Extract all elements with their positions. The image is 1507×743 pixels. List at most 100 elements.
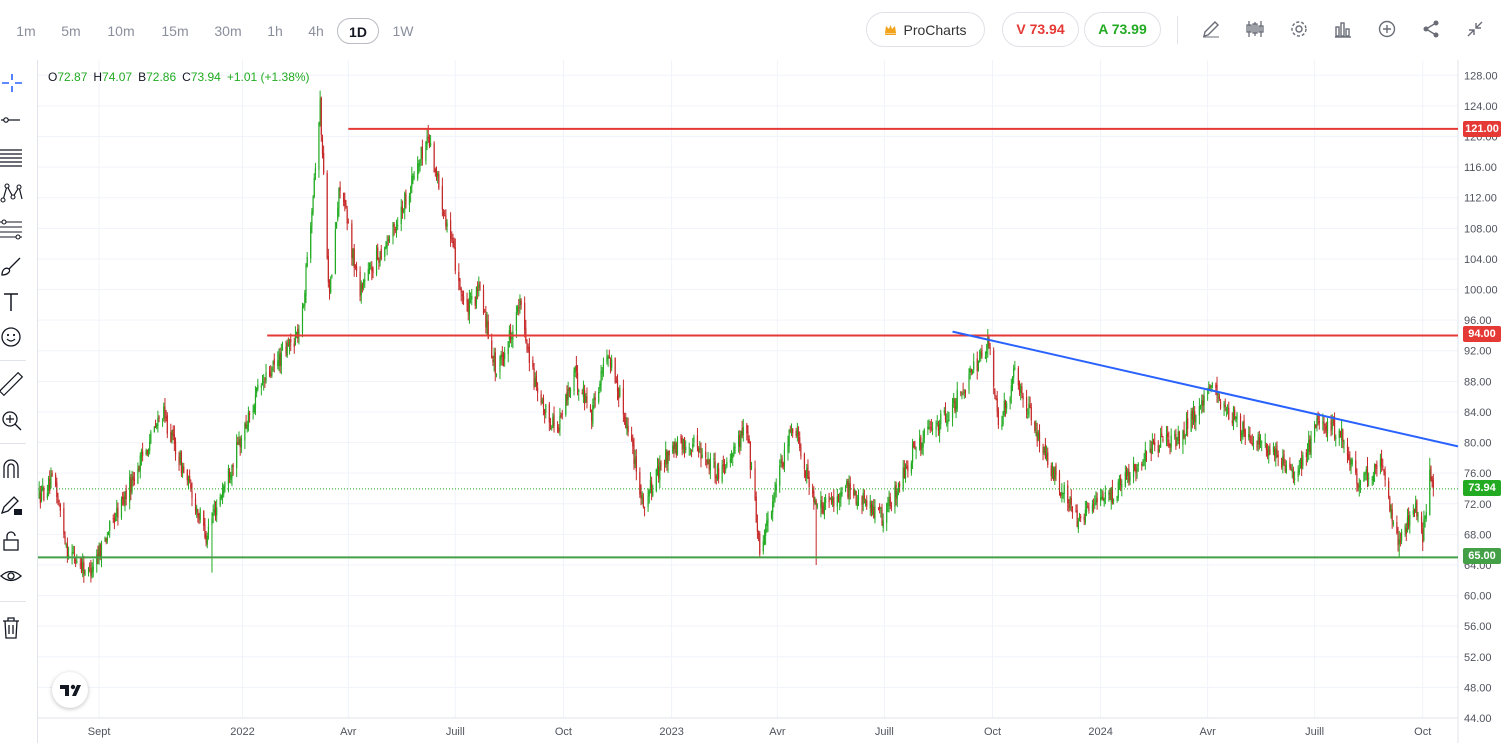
x-tick-label: Avr (1199, 726, 1216, 738)
timeframe-15m[interactable]: 15m (161, 23, 189, 39)
candle-body (910, 463, 912, 473)
candle-body (82, 561, 84, 571)
open-value: 72.87 (57, 70, 88, 84)
lock-icon[interactable] (0, 528, 24, 554)
crosshair-icon[interactable] (0, 70, 24, 96)
timeframe-30m[interactable]: 30m (214, 23, 242, 39)
chart-canvas[interactable]: 128.00124.00120.00116.00112.00108.00104.… (38, 60, 1507, 743)
high-label: H (93, 70, 103, 84)
buy-price-button[interactable]: A 73.99 (1084, 12, 1161, 47)
ruler-icon[interactable] (0, 371, 24, 397)
candle-body (220, 495, 222, 498)
candle-body (1284, 464, 1286, 472)
zoom-in-icon[interactable] (0, 407, 24, 433)
candle-body (1332, 421, 1334, 423)
candle-body (1053, 468, 1055, 481)
timeframe-1h[interactable]: 1h (267, 23, 283, 39)
timeframe-1d[interactable]: 1D (337, 18, 379, 44)
candle-body (652, 490, 654, 496)
sell-price-button[interactable]: V 73.94 (1002, 12, 1079, 47)
candle-body (1363, 474, 1365, 482)
candle-body (339, 186, 341, 191)
candle-body (401, 206, 404, 212)
candle-body (1379, 459, 1382, 467)
candle-body (123, 496, 125, 505)
candle-body (929, 427, 931, 429)
candle-body (139, 455, 141, 471)
candle-body (426, 137, 428, 145)
parallel-lines-icon[interactable] (0, 144, 24, 170)
trash-icon[interactable] (0, 615, 24, 641)
share-icon[interactable] (1420, 18, 1442, 40)
line-tool-icon[interactable] (0, 107, 24, 133)
magnet-icon[interactable] (0, 456, 24, 482)
candle-body (264, 378, 266, 380)
candle-body (460, 288, 462, 293)
candle-body (281, 348, 284, 350)
eye-icon[interactable] (0, 563, 24, 589)
candle-body (601, 371, 603, 374)
candle-body (989, 347, 991, 349)
add-icon[interactable] (1376, 18, 1398, 40)
tradingview-logo[interactable] (52, 672, 88, 708)
price-chart[interactable]: 128.00 124.00 120.00 116.00 112.00 108.00 104.… (38, 60, 1507, 743)
brush-icon[interactable] (0, 253, 24, 279)
candle-body (1100, 497, 1102, 502)
candle-body (649, 479, 652, 490)
candle-body (1199, 405, 1202, 407)
candle-body (42, 487, 44, 490)
candle-body (360, 283, 362, 296)
candle-body (568, 388, 570, 391)
candle-body (683, 437, 686, 451)
candle-body (1151, 441, 1153, 454)
collapse-icon[interactable] (1464, 18, 1486, 40)
candle-body (187, 478, 190, 483)
timeframe-10m[interactable]: 10m (107, 23, 135, 39)
text-icon[interactable] (0, 289, 24, 315)
candle-body (1227, 406, 1229, 408)
timeframe-4h[interactable]: 4h (308, 23, 324, 39)
candle-body (504, 353, 506, 359)
candle-body (535, 375, 538, 387)
candle-body (1285, 465, 1287, 473)
candle-body (1050, 465, 1052, 477)
settings-icon[interactable] (1288, 18, 1310, 40)
timeframe-1m[interactable]: 1m (16, 23, 36, 39)
candle-body (326, 173, 328, 258)
candle-body (903, 468, 905, 479)
emoji-icon[interactable] (0, 324, 24, 350)
candle-body (680, 436, 682, 440)
candle-body (116, 508, 118, 518)
indicators-icon[interactable] (1244, 18, 1266, 40)
candle-body (1162, 439, 1164, 441)
candle-body (1201, 400, 1203, 406)
procharts-button[interactable]: ProCharts (866, 12, 985, 47)
timeframe-5m[interactable]: 5m (61, 23, 81, 39)
pattern-icon[interactable] (0, 180, 24, 206)
candle-body (477, 288, 479, 292)
candle-body (1412, 510, 1414, 515)
candle-body (606, 356, 608, 362)
x-tick-label: Avr (340, 726, 357, 738)
candle-body (1343, 441, 1345, 445)
candle-body (301, 306, 304, 333)
candle-body (1088, 507, 1090, 511)
candle-body (789, 430, 791, 432)
candle-body (330, 278, 332, 293)
chart-type-icon[interactable] (1332, 18, 1354, 40)
pencil-icon[interactable] (1200, 18, 1222, 40)
candle-body (1137, 464, 1139, 467)
timeframe-1w[interactable]: 1W (392, 23, 414, 39)
candle-body (987, 337, 989, 350)
candle-body (124, 491, 126, 506)
candle-body (1069, 496, 1071, 510)
candle-body (1152, 440, 1155, 445)
candle-body (1310, 437, 1312, 456)
candle-body (347, 222, 349, 224)
candle-body (863, 495, 865, 500)
lock-draw-icon[interactable] (0, 492, 24, 518)
candle-body (627, 426, 629, 433)
candle-body (72, 552, 74, 553)
candle-body (648, 490, 650, 497)
fib-icon[interactable] (0, 217, 24, 243)
